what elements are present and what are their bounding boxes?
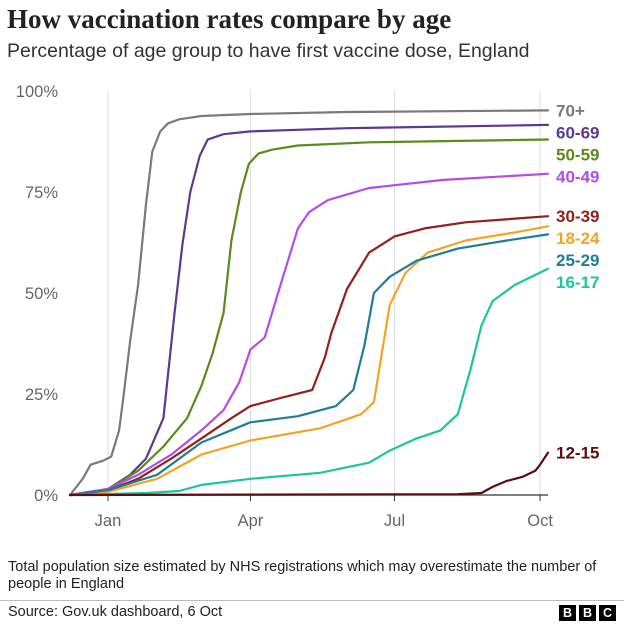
y-tick-label: 25% xyxy=(25,386,58,404)
series-label-16-17: 16-17 xyxy=(556,273,599,292)
x-tick-label: Jul xyxy=(384,512,405,530)
y-tick-label: 100% xyxy=(16,83,59,101)
series-label-30-39: 30-39 xyxy=(556,207,599,226)
series-label-12-15: 12-15 xyxy=(556,444,599,463)
series-label-70+: 70+ xyxy=(556,101,585,120)
series-label-60-69: 60-69 xyxy=(556,123,599,142)
logo-letter: B xyxy=(582,606,593,620)
series-label-40-49: 40-49 xyxy=(556,167,599,186)
logo-letter: B xyxy=(562,606,573,620)
series-line-16-17 xyxy=(68,267,550,497)
x-tick-label: Oct xyxy=(527,512,553,530)
logo-box: B xyxy=(579,605,596,621)
chart-title: How vaccination rates compare by age xyxy=(7,4,452,34)
vaccination-line-chart: 0% 25% 50% 75% 100% Jan Apr Jul Oct 70+ 60-69 50-59… xyxy=(16,83,600,530)
x-tick-label: Apr xyxy=(238,512,264,530)
series-line-30-39 xyxy=(68,215,550,497)
y-tick-label: 75% xyxy=(25,184,58,202)
series-label-18-24: 18-24 xyxy=(556,229,600,248)
series-line-60-69 xyxy=(68,123,550,497)
series-line-50-59 xyxy=(68,138,550,497)
series-label-25-29: 25-29 xyxy=(556,251,599,270)
logo-box: C xyxy=(599,605,616,621)
source-text: Source: Gov.uk dashboard, 6 Oct xyxy=(8,604,223,620)
footnote: Total population size estimated by NHS r… xyxy=(8,559,597,592)
logo-box: B xyxy=(559,605,576,621)
series-line-18-24 xyxy=(68,225,550,497)
series-label-50-59: 50-59 xyxy=(556,145,599,164)
series-line-12-15 xyxy=(68,451,550,497)
bbc-logo: B B C xyxy=(559,605,616,621)
y-tick-label: 50% xyxy=(25,285,58,303)
footer-divider xyxy=(0,600,624,601)
series-line-25-29 xyxy=(68,233,550,497)
logo-letter: C xyxy=(602,606,613,620)
series-line-40-49 xyxy=(68,172,550,497)
chart-subtitle: Percentage of age group to have first va… xyxy=(7,40,530,62)
x-tick-label: Jan xyxy=(95,512,122,530)
series-line-70+ xyxy=(68,109,550,497)
y-tick-label: 0% xyxy=(34,487,58,505)
